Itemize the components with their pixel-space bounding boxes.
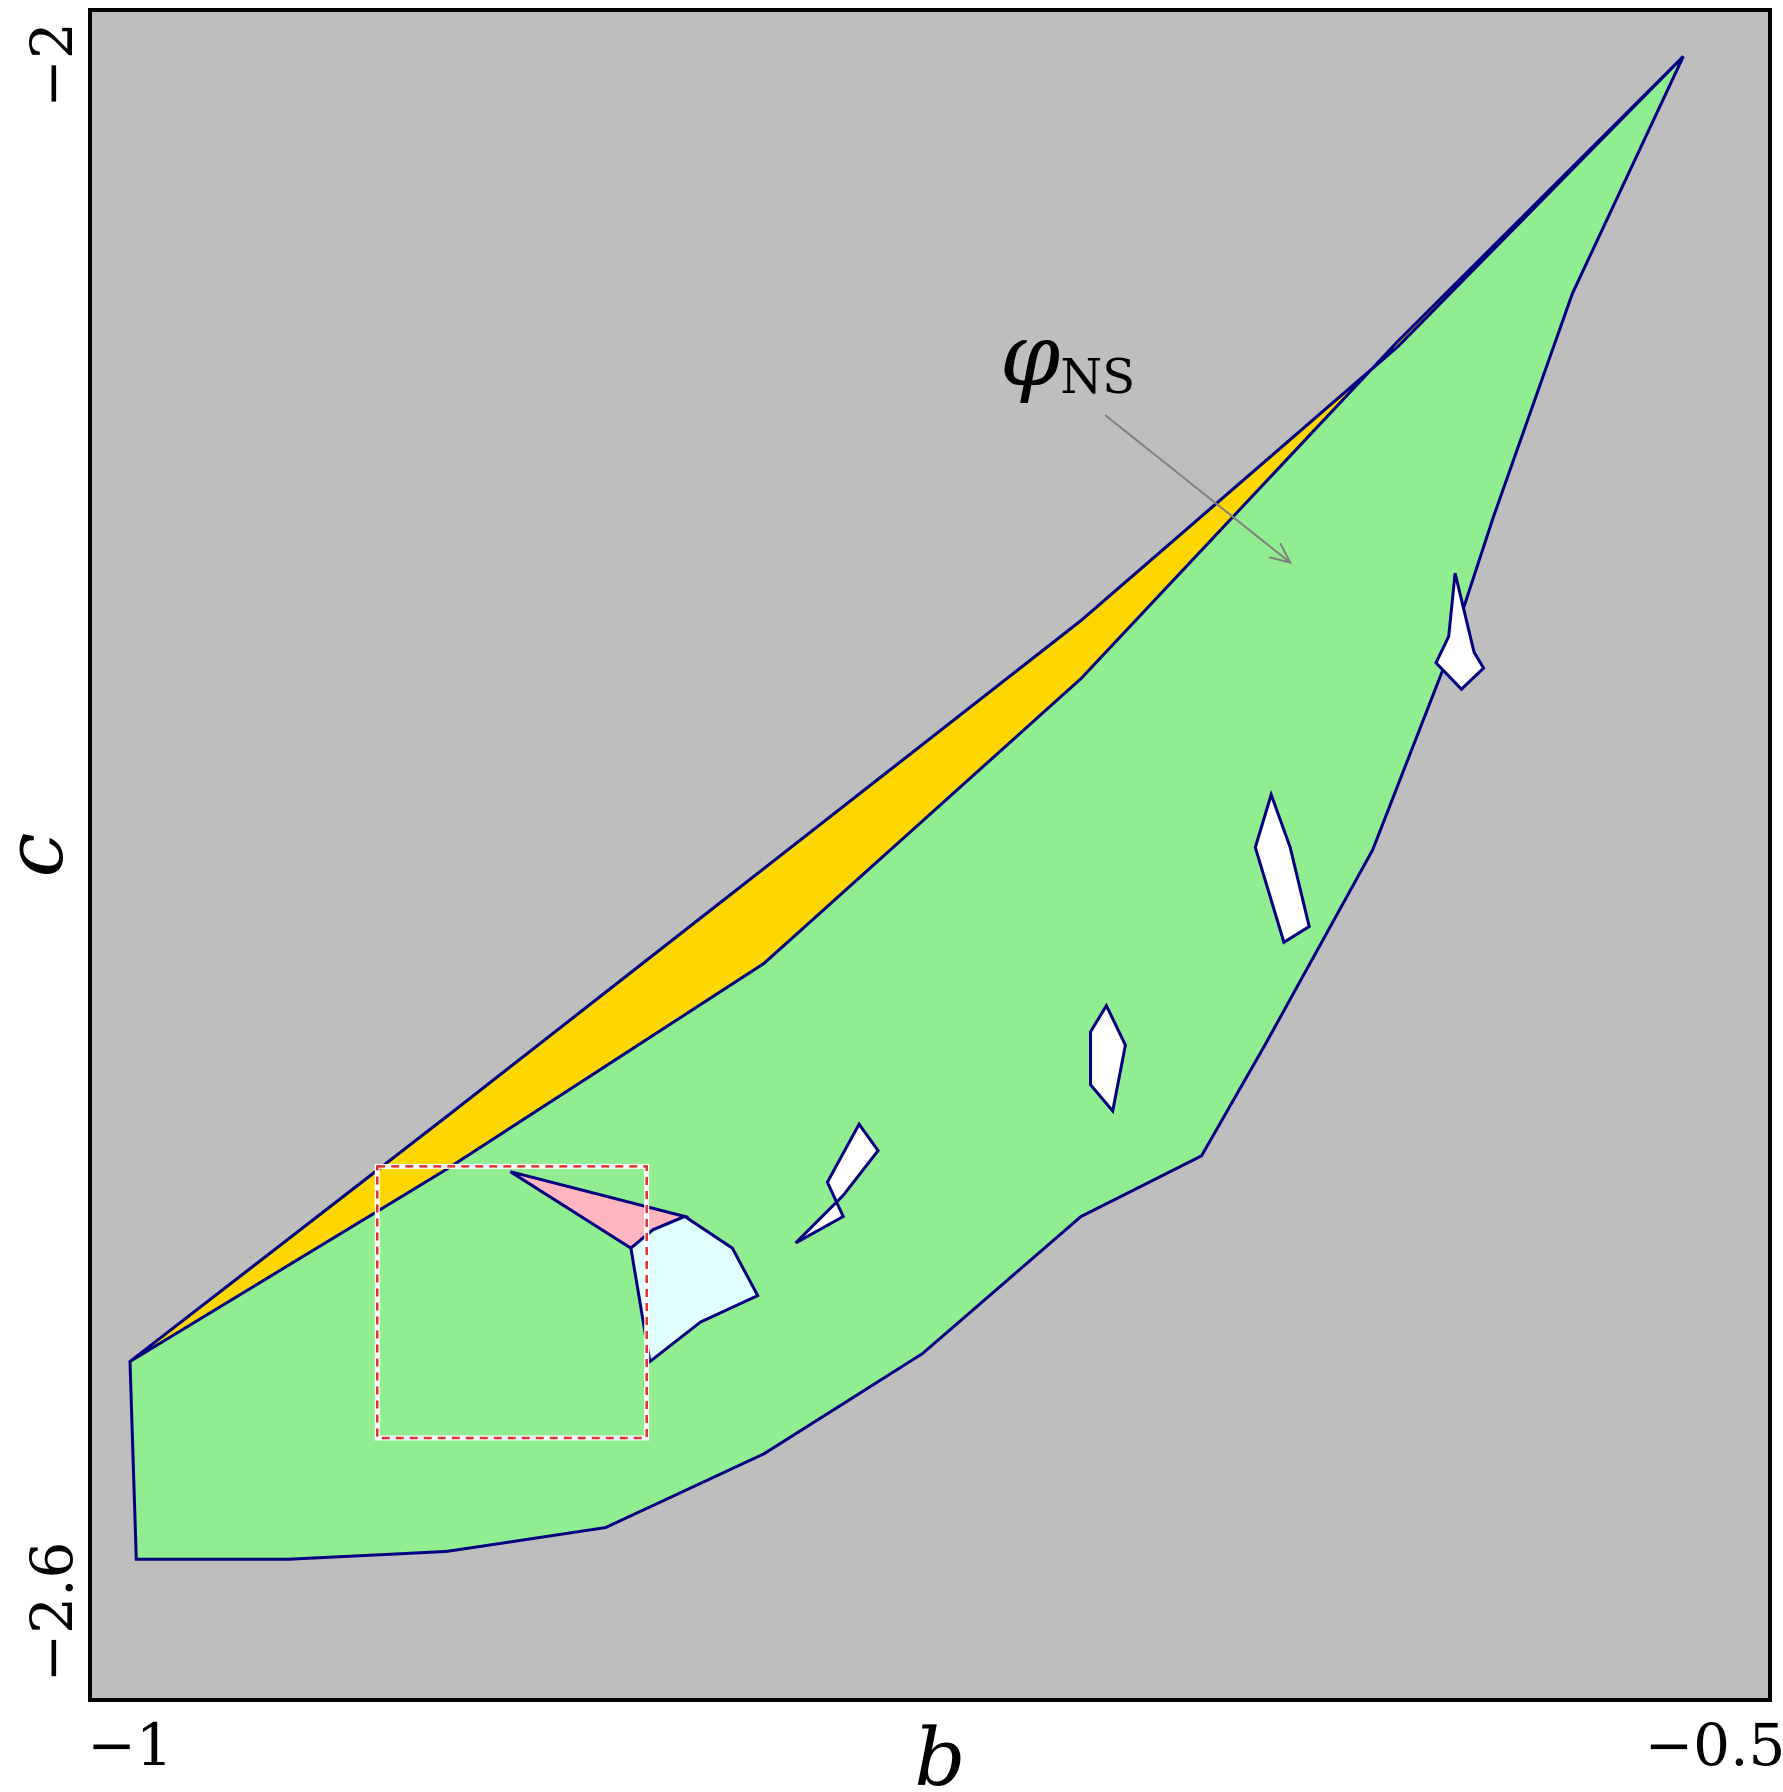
- x-tick-min: −1: [87, 1711, 173, 1779]
- white-patch: [794, 1121, 880, 1245]
- y-tick-min: −2.6: [18, 1542, 86, 1683]
- white-patch: [1089, 1002, 1127, 1115]
- plot-frame: [88, 8, 1772, 1702]
- inset-box: [376, 1165, 648, 1440]
- cyan-region: [629, 1214, 760, 1365]
- white-patch: [1253, 789, 1311, 945]
- phi-subscript: NS: [1060, 349, 1135, 405]
- y-axis-label: c: [0, 833, 81, 878]
- chart-regions: [128, 55, 1685, 1561]
- y-tick-max: −2: [18, 22, 86, 108]
- phi-ns-annotation: φNS: [1000, 306, 1135, 406]
- x-tick-max: −0.5: [1645, 1711, 1783, 1779]
- yellow-region: [129, 55, 1685, 1363]
- phi-symbol: φ: [1000, 306, 1060, 406]
- phi-ns-arrow: [1104, 414, 1290, 563]
- white-patches: [794, 572, 1486, 1245]
- white-patch: [1434, 572, 1486, 692]
- x-axis-label: b: [914, 1711, 965, 1792]
